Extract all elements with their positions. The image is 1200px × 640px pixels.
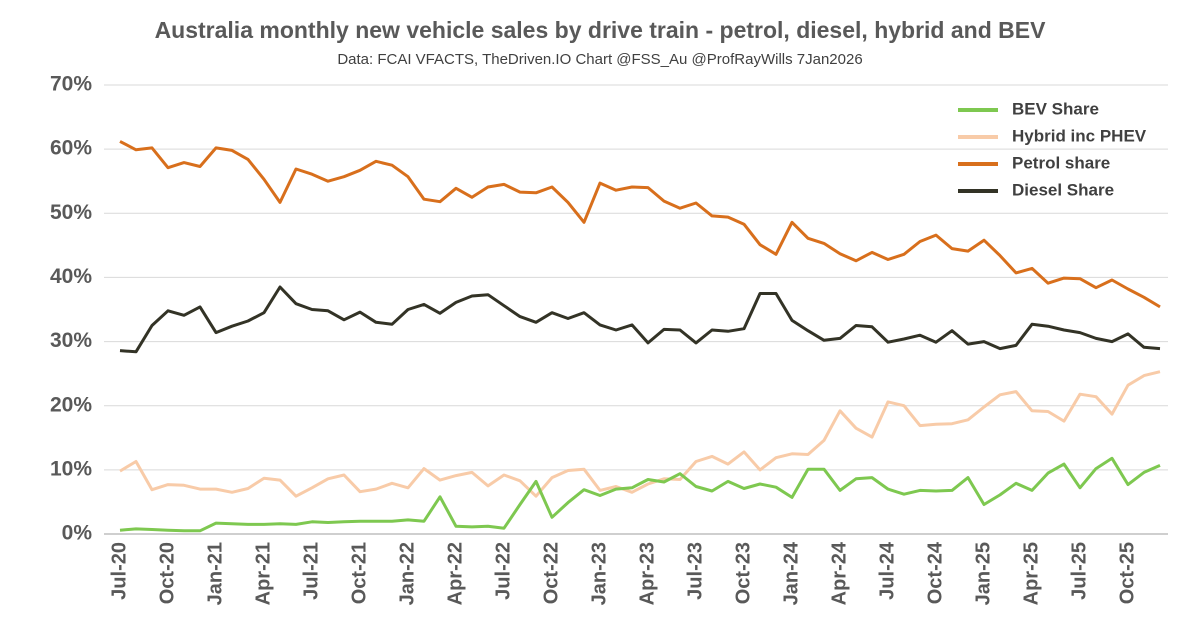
series-line: [119, 456, 1161, 533]
series-line: [119, 140, 1161, 309]
legend-label: Diesel Share: [1012, 180, 1114, 199]
x-tick-label: Jul-20: [108, 542, 130, 600]
x-tick-label: Jul-22: [492, 542, 514, 600]
x-tick-label: Apr-25: [1020, 542, 1042, 605]
x-tick-label: Jan-25: [972, 542, 994, 605]
chart-title: Australia monthly new vehicle sales by d…: [155, 17, 1047, 43]
legend-label: Petrol share: [1012, 153, 1110, 172]
y-tick-label: 20%: [50, 393, 92, 416]
x-tick-label: Oct-25: [1116, 542, 1138, 604]
y-tick-label: 30%: [50, 329, 92, 352]
legend-label: BEV Share: [1012, 99, 1099, 118]
x-tick-label: Oct-24: [924, 541, 946, 604]
x-tick-label: Apr-21: [252, 542, 274, 605]
x-tick-label: Apr-23: [636, 542, 658, 605]
x-tick-label: Jul-24: [876, 541, 898, 600]
x-tick-label: Jul-23: [684, 542, 706, 600]
y-tick-label: 60%: [50, 137, 92, 160]
x-tick-label: Jan-24: [780, 541, 802, 605]
y-tick-label: 40%: [50, 265, 92, 288]
x-tick-label: Jan-22: [396, 542, 418, 605]
chart-subtitle: Data: FCAI VFACTS, TheDriven.IO Chart @F…: [337, 51, 862, 68]
y-tick-label: 50%: [50, 201, 92, 224]
x-tick-label: Jul-25: [1068, 542, 1090, 600]
x-tick-label: Apr-22: [444, 542, 466, 605]
series-line: [119, 285, 1161, 354]
y-tick-label: 10%: [50, 457, 92, 480]
x-tick-label: Oct-22: [540, 542, 562, 604]
x-tick-label: Jan-23: [588, 542, 610, 605]
y-tick-label: 70%: [50, 73, 92, 96]
series-line: [119, 370, 1161, 498]
x-tick-label: Jan-21: [204, 542, 226, 605]
x-tick-label: Apr-24: [828, 541, 850, 605]
y-tick-label: 0%: [62, 522, 93, 545]
legend-label: Hybrid inc PHEV: [1012, 126, 1147, 145]
x-tick-label: Oct-23: [732, 542, 754, 604]
x-tick-label: Oct-20: [156, 542, 178, 604]
x-tick-label: Oct-21: [348, 542, 370, 604]
x-tick-label: Jul-21: [300, 542, 322, 600]
